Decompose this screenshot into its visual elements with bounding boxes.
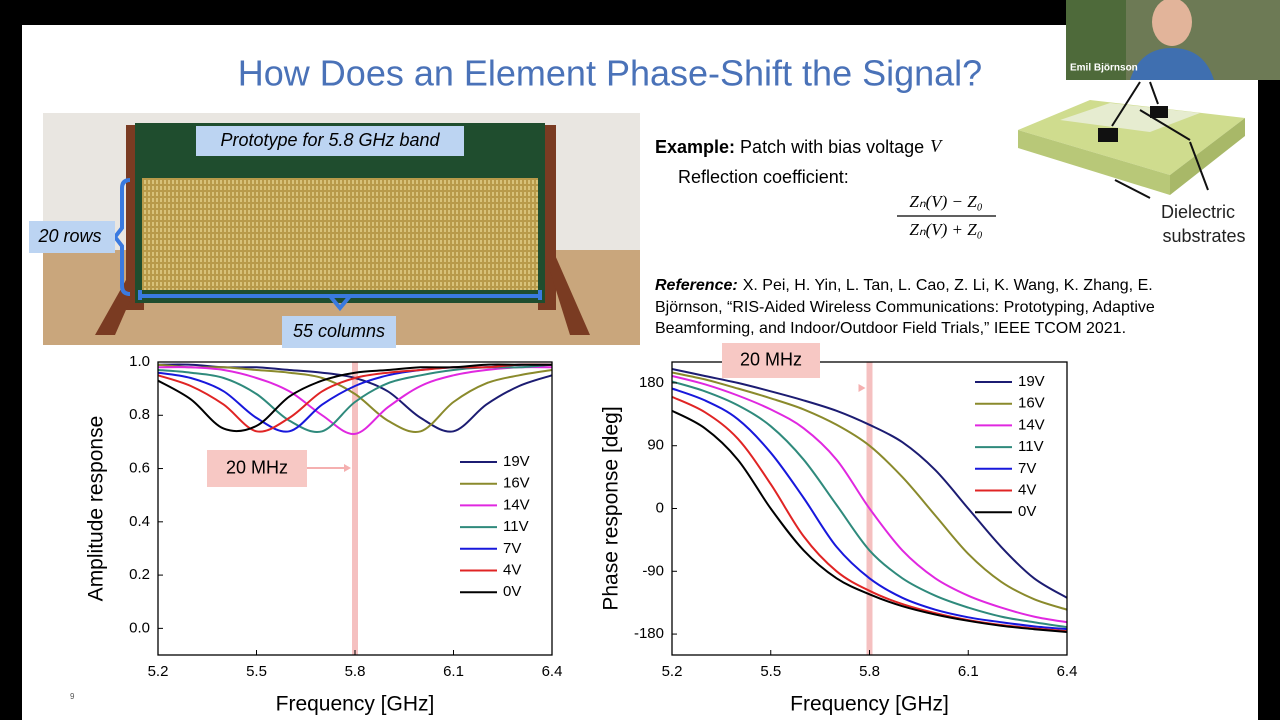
series-line xyxy=(671,371,1068,611)
x-tick-label: 5.5 xyxy=(246,663,267,680)
patch-diagram xyxy=(1018,81,1245,199)
series-line xyxy=(671,380,1068,629)
legend-label: 11V xyxy=(503,518,529,535)
x-tick-label: 5.8 xyxy=(345,663,366,680)
y-axis-label: Phase response [deg] xyxy=(600,406,623,610)
x-tick-label: 6.4 xyxy=(1057,663,1078,680)
annotation-label: 20 MHz xyxy=(740,349,802,369)
series-line xyxy=(671,368,1068,599)
x-tick-label: 6.1 xyxy=(443,663,464,680)
legend-label: 14V xyxy=(503,496,530,513)
y-tick-label: 90 xyxy=(647,437,664,454)
legend-label: 14V xyxy=(1018,416,1045,433)
x-axis-label: Frequency [GHz] xyxy=(276,693,435,716)
reference-text: X. Pei, H. Yin, L. Tan, L. Cao, Z. Li, K… xyxy=(743,277,1153,294)
formula-denominator: Zₙ(V) + Z₀ xyxy=(909,220,982,239)
speaker-shirt xyxy=(1130,48,1214,80)
photo-label: 55 columns xyxy=(293,321,385,341)
diagram-label: Dielectric xyxy=(1161,202,1235,222)
legend-label: 7V xyxy=(503,540,521,557)
annotation-box xyxy=(207,450,307,487)
y-tick-label: 180 xyxy=(639,374,664,391)
series-line xyxy=(157,363,553,433)
annotation-box xyxy=(722,343,820,378)
legend-label: 0V xyxy=(1018,503,1036,520)
annotation-arrowhead xyxy=(344,464,351,472)
series-line xyxy=(157,363,552,433)
legend-label: 16V xyxy=(1018,395,1045,412)
y-tick-label: 0.2 xyxy=(129,566,150,583)
page-number: 9 xyxy=(70,692,75,701)
y-axis-label: Amplitude response xyxy=(85,416,108,602)
legend-label: 4V xyxy=(503,561,521,578)
annotation-label: 20 MHz xyxy=(226,457,288,477)
series-line xyxy=(671,387,1068,631)
reference-label: Reference: xyxy=(655,277,738,294)
example-text: Patch with bias voltage xyxy=(740,137,924,157)
legend-label: 16V xyxy=(503,475,530,492)
y-tick-label: 0.8 xyxy=(129,406,150,423)
x-tick-label: 5.8 xyxy=(859,663,880,680)
y-tick-label: 1.0 xyxy=(129,353,150,370)
legend-label: 4V xyxy=(1018,481,1036,498)
y-tick-label: 0.4 xyxy=(129,513,150,530)
series-line xyxy=(157,363,553,433)
x-tick-label: 5.5 xyxy=(760,663,781,680)
series-line xyxy=(157,366,553,435)
photo-label: Prototype for 5.8 GHz band xyxy=(220,130,440,150)
slide-title: How Does an Element Phase-Shift the Sign… xyxy=(238,53,982,94)
speaker-face xyxy=(1152,0,1192,46)
y-tick-label: -180 xyxy=(634,625,664,642)
legend-label: 0V xyxy=(503,583,521,600)
reference-line: Reference: X. Pei, H. Yin, L. Tan, L. Cao… xyxy=(655,277,1153,294)
legend-label: 11V xyxy=(1018,438,1044,455)
reflection-label: Reflection coefficient: xyxy=(678,167,849,187)
example-var: V xyxy=(930,136,943,156)
reference-text: Beamforming, and Indoor/Outdoor Field Tr… xyxy=(655,320,1126,337)
photo-label: 20 rows xyxy=(37,226,101,246)
diagram-label: substrates xyxy=(1162,226,1245,246)
reference-text: Björnson, “RIS-Aided Wireless Communicat… xyxy=(655,299,1155,316)
series-line xyxy=(671,375,1068,624)
annotation-arrowhead xyxy=(858,384,866,392)
example-label: Example: xyxy=(655,137,735,157)
y-tick-label: 0.6 xyxy=(129,460,150,477)
formula-numerator: Zₙ(V) − Z₀ xyxy=(909,192,982,211)
speaker-name: Emil Björnson xyxy=(1070,63,1138,74)
x-tick-label: 6.4 xyxy=(542,663,563,680)
example-line: Example: Patch with bias voltage V xyxy=(655,136,943,157)
x-axis-label: Frequency [GHz] xyxy=(790,693,949,716)
highlight-band xyxy=(352,362,358,655)
x-tick-label: 5.2 xyxy=(148,663,169,680)
y-tick-label: 0.0 xyxy=(129,619,150,636)
legend-label: 19V xyxy=(503,453,530,470)
y-tick-label: 0 xyxy=(656,499,664,516)
x-tick-label: 6.1 xyxy=(958,663,979,680)
legend-label: 7V xyxy=(1018,460,1036,477)
legend-label: 19V xyxy=(1018,373,1045,390)
prototype-photo xyxy=(29,113,640,348)
video-bg xyxy=(1066,0,1126,80)
x-tick-label: 5.2 xyxy=(662,663,683,680)
series-line xyxy=(671,409,1068,633)
y-tick-label: -90 xyxy=(642,562,664,579)
